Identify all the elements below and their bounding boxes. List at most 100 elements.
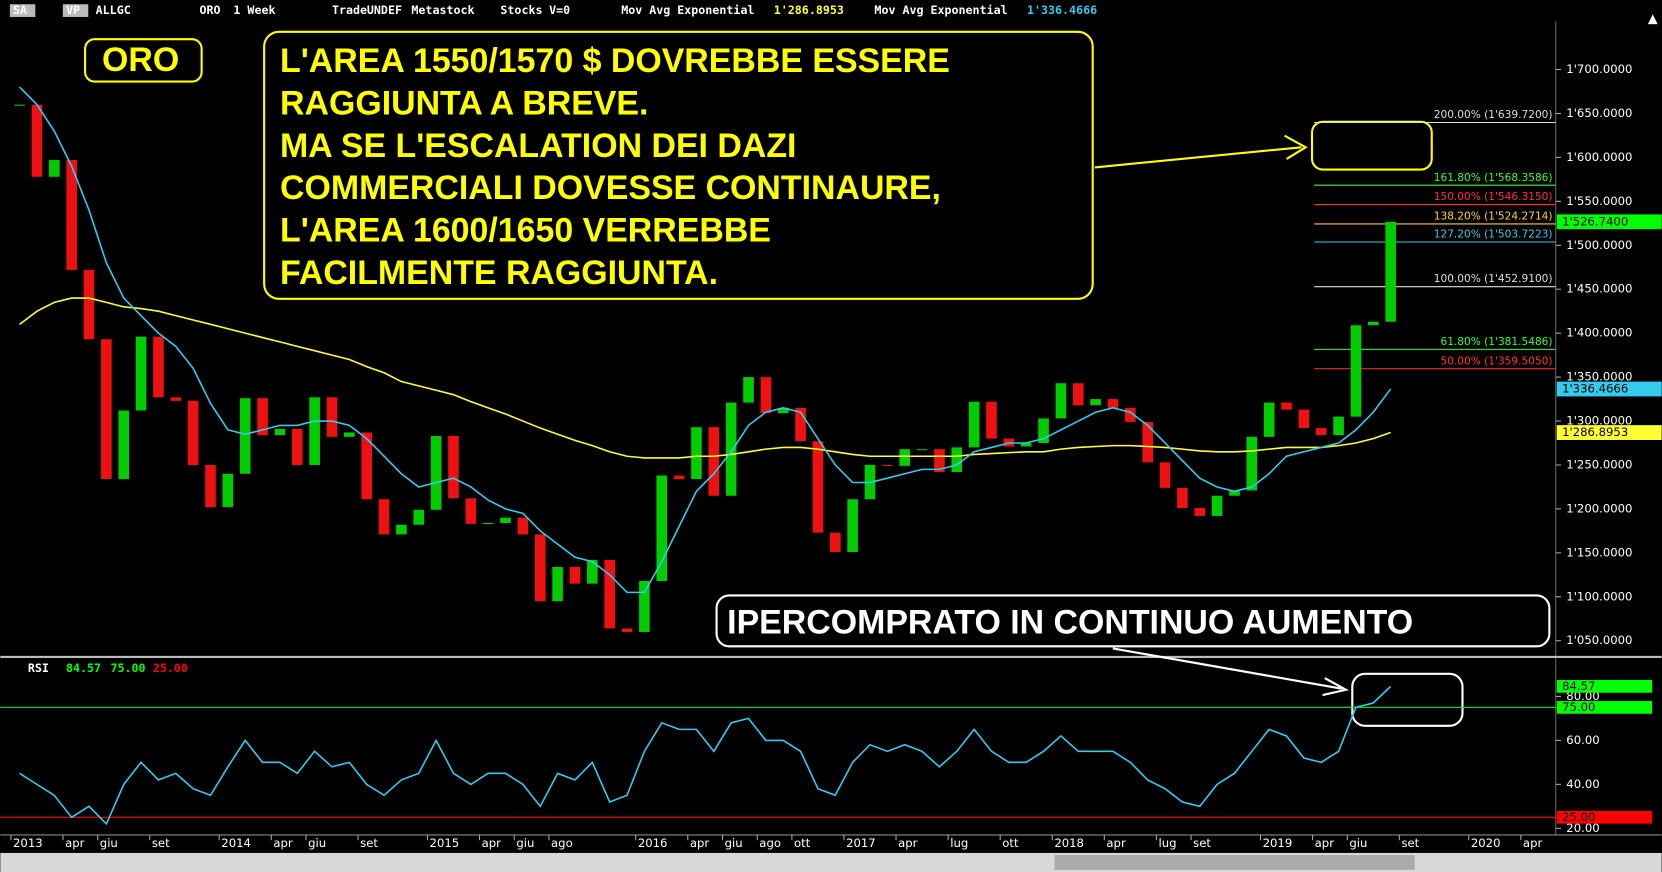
rsi-level-tag xyxy=(1556,810,1653,824)
candle xyxy=(500,517,511,523)
arrow-head xyxy=(1322,677,1349,697)
x-tick-label: 2020 xyxy=(1471,836,1501,850)
annotation: ORO xyxy=(102,41,179,79)
y-tick-label: 1'450.0000 xyxy=(1566,282,1632,296)
arrow xyxy=(1112,647,1342,690)
y-tick-label: 1'400.0000 xyxy=(1566,326,1632,340)
candle xyxy=(725,402,737,496)
candle xyxy=(552,566,563,602)
candle xyxy=(708,427,720,496)
candle xyxy=(673,475,685,480)
candle xyxy=(430,435,442,510)
x-tick-label: lug xyxy=(950,836,968,850)
y-tick-label: 1'500.0000 xyxy=(1566,238,1632,252)
candle xyxy=(49,160,60,177)
candle xyxy=(66,160,77,270)
x-tick-label: apr xyxy=(1315,836,1335,850)
candle xyxy=(326,397,338,437)
candle xyxy=(1281,402,1292,410)
candle xyxy=(1315,428,1327,436)
candle xyxy=(968,401,980,448)
oro-box xyxy=(84,38,203,83)
candle xyxy=(534,534,546,602)
fib-label: 138.20% (1'524.2714) xyxy=(1434,211,1553,223)
header-item: VP xyxy=(66,3,80,17)
price-tag xyxy=(1556,214,1662,230)
fib-label: 100.00% (1'452.9100) xyxy=(1434,273,1553,285)
candle xyxy=(1072,383,1084,406)
header-ma-name: Mov Avg Exponential xyxy=(621,3,754,17)
candle xyxy=(829,532,841,552)
comment-box xyxy=(263,30,1094,300)
candle xyxy=(1194,508,1206,516)
rsi-value: 84.57 xyxy=(66,661,101,675)
candle xyxy=(1298,409,1310,429)
overbought-box xyxy=(715,594,1551,648)
candle xyxy=(274,428,286,436)
header-ma-value: 1'286.8953 xyxy=(774,3,844,17)
header-item: 1 Week xyxy=(233,3,275,17)
y-tick-label: 60.00 xyxy=(1566,733,1599,747)
header-button[interactable] xyxy=(62,4,89,17)
x-tick-label: giu xyxy=(308,836,326,850)
arrow-head xyxy=(1283,134,1308,160)
candle xyxy=(1229,490,1240,496)
y-tick-label: 1'200.0000 xyxy=(1566,501,1632,515)
candle xyxy=(309,397,320,465)
candle xyxy=(344,432,355,437)
header-ma-name: Mov Avg Exponential xyxy=(874,3,1007,17)
candle xyxy=(205,464,216,508)
x-tick-label: giu xyxy=(516,836,534,850)
annotation: FACILMENTE RAGGIUNTA. xyxy=(280,254,718,292)
x-tick-label: giu xyxy=(725,836,743,850)
rsi-level-value: 75.00 xyxy=(111,661,146,675)
header-bar xyxy=(0,0,1662,22)
candle xyxy=(101,339,112,480)
x-tick-label: apr xyxy=(690,836,710,850)
annotation: MA SE L'ESCALATION DEI DAZI xyxy=(280,127,796,165)
candle xyxy=(899,449,911,466)
x-tick-label: lug xyxy=(1158,836,1176,850)
candle xyxy=(187,400,199,465)
candle xyxy=(656,475,668,581)
candle xyxy=(1368,321,1379,326)
target-box xyxy=(1310,120,1433,171)
candle xyxy=(291,428,303,465)
x-tick-label: set xyxy=(152,836,170,850)
candle xyxy=(1211,495,1223,516)
x-tick-label: apr xyxy=(1106,836,1126,850)
candle xyxy=(986,401,997,439)
candle xyxy=(413,509,425,525)
maximize-icon[interactable]: ▲ xyxy=(1648,11,1658,26)
candle xyxy=(639,580,650,632)
moving-average xyxy=(19,86,1392,594)
candle xyxy=(916,449,928,451)
header-button[interactable] xyxy=(9,4,36,17)
candle xyxy=(1038,418,1049,444)
x-tick-label: giu xyxy=(1349,836,1367,850)
x-tick-label: 2014 xyxy=(221,836,251,850)
annotation: L'AREA 1550/1570 $ DOVREBBE ESSERE xyxy=(280,42,950,80)
candle xyxy=(795,407,806,442)
x-tick-label: apr xyxy=(898,836,918,850)
candle xyxy=(1246,436,1258,491)
candle xyxy=(222,473,234,508)
fib-label: 127.20% (1'503.7223) xyxy=(1434,229,1553,241)
candle xyxy=(153,336,164,398)
x-tick-label: ago xyxy=(551,836,573,850)
x-tick-label: 2013 xyxy=(13,836,43,850)
candle xyxy=(170,397,182,401)
rsi-level-tag xyxy=(1556,701,1653,714)
x-tick-label: 2016 xyxy=(638,836,668,850)
candle xyxy=(1142,421,1153,463)
scroll-thumb[interactable] xyxy=(1054,855,1415,870)
candle xyxy=(882,464,893,467)
x-tick-label: 2018 xyxy=(1054,836,1084,850)
fib-label: 150.00% (1'546.3150) xyxy=(1434,191,1553,203)
candle xyxy=(239,398,251,474)
price-tag-label: 1'336.4666 xyxy=(1562,381,1628,395)
candle xyxy=(951,447,963,473)
y-tick-label: 1'250.0000 xyxy=(1566,457,1632,471)
x-tick-label: apr xyxy=(1523,836,1543,850)
x-tick-label: 2019 xyxy=(1263,836,1293,850)
